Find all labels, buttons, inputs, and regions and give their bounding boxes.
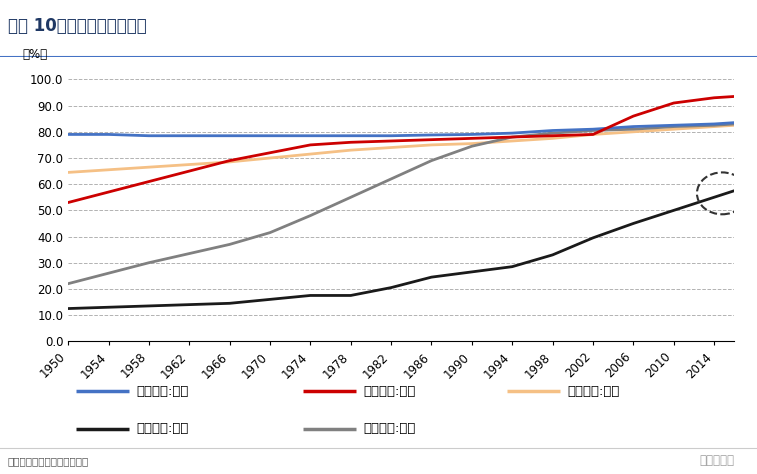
Text: 城市化率:美国: 城市化率:美国 (568, 384, 620, 398)
Text: 资料来源：联合国，华创证券: 资料来源：联合国，华创证券 (8, 456, 89, 466)
Text: 城市化率:英国: 城市化率:英国 (136, 384, 188, 398)
Text: 城市化率:韩国: 城市化率:韩国 (363, 422, 416, 436)
Text: 地产豪声音: 地产豪声音 (699, 454, 734, 467)
Text: 图表 10、各国城市化率对比: 图表 10、各国城市化率对比 (8, 17, 146, 35)
Y-axis label: （%）: （%） (22, 48, 48, 61)
Text: 城市化率:中国: 城市化率:中国 (136, 422, 188, 436)
Text: 城市化率:日本: 城市化率:日本 (363, 384, 416, 398)
